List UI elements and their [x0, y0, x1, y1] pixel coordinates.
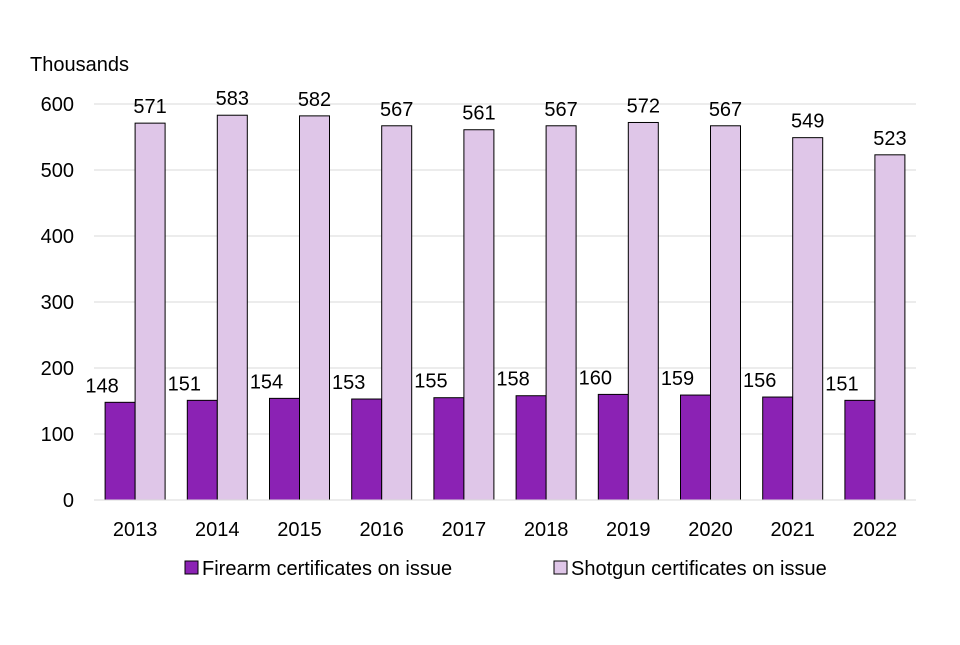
firearm-data-label: 159: [661, 368, 694, 390]
legend-label: Firearm certificates on issue: [202, 558, 452, 580]
shotgun-data-label: 567: [709, 99, 742, 121]
shotgun-bar: [134, 122, 166, 501]
x-tick-label: 2021: [770, 519, 815, 541]
y-axis-label: Thousands: [30, 54, 129, 76]
y-tick-label: 200: [41, 358, 74, 380]
legend-swatch: [184, 560, 199, 575]
shotgun-bar: [545, 125, 577, 501]
firearm-data-label: 156: [743, 370, 776, 392]
x-tick-label: 2022: [853, 519, 898, 541]
firearm-bar: [351, 398, 383, 501]
legend-swatch: [553, 560, 568, 575]
shotgun-data-label: 583: [216, 88, 249, 110]
x-tick-label: 2019: [606, 519, 651, 541]
shotgun-bar: [299, 115, 330, 501]
shotgun-bar: [710, 125, 741, 501]
firearm-bar: [186, 399, 218, 501]
legend: Firearm certificates on issue Shotgun cer…: [184, 558, 827, 580]
shotgun-data-label: 549: [791, 111, 824, 133]
shotgun-bar: [874, 154, 906, 501]
shotgun-data-label: 571: [133, 96, 166, 118]
firearm-data-label: 158: [496, 369, 529, 391]
y-tick-label: 0: [63, 490, 74, 512]
firearm-data-label: 151: [168, 373, 201, 395]
x-axis-ticks: 2013 2014 2015 2016 2017 2018 2019 2020 2021 2022: [113, 519, 897, 541]
bars: [104, 114, 906, 501]
firearm-data-label: 155: [414, 371, 447, 393]
shotgun-bar: [216, 114, 248, 501]
firearm-bar: [515, 395, 547, 501]
shotgun-bar: [792, 137, 824, 501]
firearm-bar: [433, 397, 465, 501]
shotgun-data-label: 567: [380, 99, 413, 121]
firearm-bar: [762, 396, 794, 501]
shotgun-data-label: 582: [298, 89, 331, 111]
shotgun-data-label: 523: [873, 128, 906, 150]
y-tick-label: 600: [41, 94, 74, 116]
firearm-data-label: 160: [579, 367, 612, 389]
shotgun-data-label: 561: [462, 103, 495, 125]
y-tick-label: 400: [41, 226, 74, 248]
firearm-bar: [680, 394, 711, 501]
shotgun-bar: [627, 121, 659, 501]
shotgun-data-label: 572: [627, 95, 660, 117]
y-axis-ticks: 0 100 200 300 400 500 600: [41, 94, 74, 512]
firearm-bar: [597, 393, 629, 501]
x-tick-label: 2015: [277, 519, 322, 541]
y-tick-label: 300: [41, 292, 74, 314]
firearm-bar: [104, 401, 136, 501]
x-tick-label: 2016: [359, 519, 404, 541]
shotgun-bar: [463, 129, 495, 501]
y-tick-label: 500: [41, 160, 74, 182]
firearm-bar: [269, 397, 300, 501]
y-tick-label: 100: [41, 424, 74, 446]
firearm-data-label: 154: [250, 371, 283, 393]
data-labels: 148 571 151 583 154 582 153 567 155 561 158 567 160 5…: [85, 88, 906, 397]
shotgun-bar: [381, 125, 413, 501]
x-tick-label: 2020: [688, 519, 733, 541]
firearm-bar: [844, 399, 876, 501]
firearm-data-label: 151: [825, 373, 858, 395]
x-tick-label: 2017: [442, 519, 487, 541]
legend-label: Shotgun certificates on issue: [571, 558, 827, 580]
x-tick-label: 2013: [113, 519, 158, 541]
firearm-data-label: 153: [332, 372, 365, 394]
x-tick-label: 2018: [524, 519, 569, 541]
firearm-data-label: 148: [85, 375, 118, 397]
shotgun-data-label: 567: [544, 99, 577, 121]
x-tick-label: 2014: [195, 519, 240, 541]
